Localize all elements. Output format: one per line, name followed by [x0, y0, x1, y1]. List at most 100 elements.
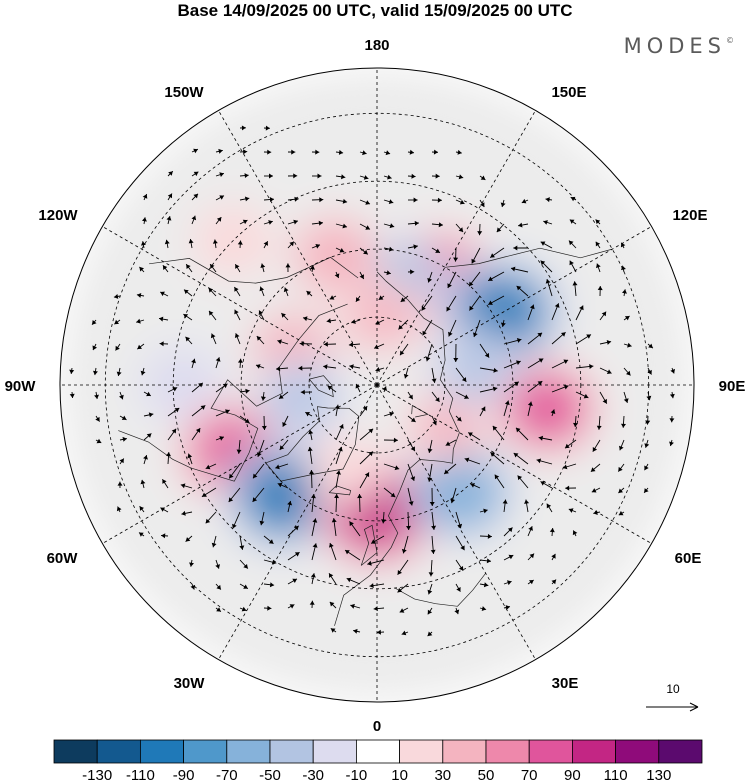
coastline	[328, 485, 352, 496]
wind-vector-head	[427, 609, 433, 615]
wind-vector-head	[622, 289, 627, 294]
wind-vector-head	[312, 518, 318, 523]
wind-vector-head	[516, 285, 522, 291]
wind-vector-head	[481, 606, 487, 611]
wind-vector-head	[139, 532, 144, 537]
wind-vector-head	[469, 281, 474, 287]
wind-vector-head	[446, 306, 451, 312]
wind-vector-head	[398, 324, 403, 330]
colorbar-swatch	[183, 739, 228, 764]
wind-vector-head	[537, 381, 543, 386]
wind-vector-head	[375, 320, 381, 325]
reference-vector: 10	[646, 682, 699, 712]
wind-vector-head	[210, 333, 216, 339]
wind-vector-head	[427, 448, 433, 453]
wind-vector-head	[139, 506, 144, 511]
wind-vector-head	[427, 631, 433, 637]
wind-vector-head	[315, 149, 320, 155]
wind-vector-head	[457, 523, 463, 529]
wind-vector-head	[428, 572, 434, 577]
wind-vector-head	[189, 562, 194, 567]
wind-vector-head	[546, 503, 552, 509]
wind-vector-head	[181, 510, 186, 516]
wind-vector-head	[348, 342, 354, 348]
wind-vector-head	[487, 533, 492, 539]
wind-vector-head	[400, 297, 406, 302]
wind-vector-head	[195, 428, 201, 433]
wind-vector-head	[229, 473, 234, 479]
wind-vector-head	[161, 533, 166, 539]
wind-vector-head	[409, 149, 414, 155]
wind-vector-head	[113, 294, 119, 299]
wind-vector-head	[592, 447, 598, 452]
wind-vector-head	[275, 464, 280, 470]
wind-vector-head	[367, 560, 372, 566]
wind-vector-head	[538, 435, 544, 441]
lon-label-60w: 60W	[47, 550, 79, 567]
wind-vector-head	[160, 507, 166, 512]
wind-vector-head	[494, 474, 500, 480]
wind-vector-head	[368, 428, 374, 434]
wind-vector-head	[160, 291, 165, 297]
wind-vector-head	[669, 418, 675, 423]
wind-vector-head	[334, 404, 340, 410]
wind-vector-head	[294, 525, 299, 531]
wind-vector-head	[569, 219, 575, 224]
wind-vector-head	[388, 246, 394, 252]
wind-vector-head	[545, 197, 550, 203]
wind-vector-head	[92, 320, 97, 325]
graticule	[60, 68, 694, 702]
wind-vector-head	[408, 501, 414, 506]
wind-vector-head	[162, 265, 168, 270]
wind-vector-head	[237, 358, 243, 363]
wind-vector-head	[243, 149, 248, 155]
wind-vector-head	[216, 607, 221, 612]
colorbar-tick-label: 70	[521, 767, 538, 783]
wind-vector-head	[433, 149, 438, 155]
coastline	[444, 247, 613, 268]
wind-vector-head	[461, 377, 467, 382]
lon-label-0: 0	[373, 718, 381, 735]
wind-vector-head	[549, 528, 555, 533]
latitude-circle	[172, 180, 582, 590]
lon-label-150w: 150W	[164, 84, 204, 101]
lon-label-90e: 90E	[719, 378, 746, 395]
wind-vector-head	[93, 370, 98, 376]
wind-vector-head	[619, 445, 624, 451]
wind-vector-head	[413, 197, 418, 203]
wind-vector-head	[265, 125, 270, 131]
wind-vector-head	[496, 227, 502, 233]
wind-vector-head	[540, 241, 546, 246]
wind-vector-head	[505, 605, 510, 610]
wind-vector-head	[201, 492, 207, 497]
wind-vector-head	[338, 446, 343, 452]
colorbar-swatch	[615, 739, 660, 764]
wind-vector-head	[529, 304, 535, 310]
wind-vector-head	[142, 194, 148, 199]
wind-vector-head	[493, 367, 498, 373]
wind-vector-head	[215, 357, 221, 362]
wind-vector-head	[403, 373, 409, 379]
colorbar-tick-label: 90	[564, 767, 581, 783]
colorbar-tick-label: 110	[604, 767, 628, 783]
wind-vector-head	[513, 245, 518, 251]
wind-vector-head	[293, 219, 298, 225]
wind-vector-head	[429, 502, 435, 506]
wind-vector-head	[400, 350, 405, 356]
wind-vector-head	[289, 604, 295, 609]
wind-vector-head	[143, 455, 148, 460]
wind-vector-head	[502, 499, 508, 504]
wind-vector-head	[411, 173, 416, 179]
wind-vector-head	[219, 436, 224, 441]
map-title: Base 14/09/2025 00 UTC, valid 15/09/2025…	[177, 1, 573, 20]
coastline	[360, 524, 378, 566]
wind-vector-head	[388, 199, 394, 204]
wind-vector-head	[292, 578, 297, 583]
wind-vector-head	[298, 365, 303, 371]
wind-vector-head	[307, 446, 313, 452]
wind-vector-head	[323, 364, 328, 370]
wind-vector-head	[225, 409, 230, 414]
anomaly-blob	[426, 460, 495, 524]
wind-vector-head	[329, 573, 334, 578]
wind-vector-head	[507, 527, 513, 533]
